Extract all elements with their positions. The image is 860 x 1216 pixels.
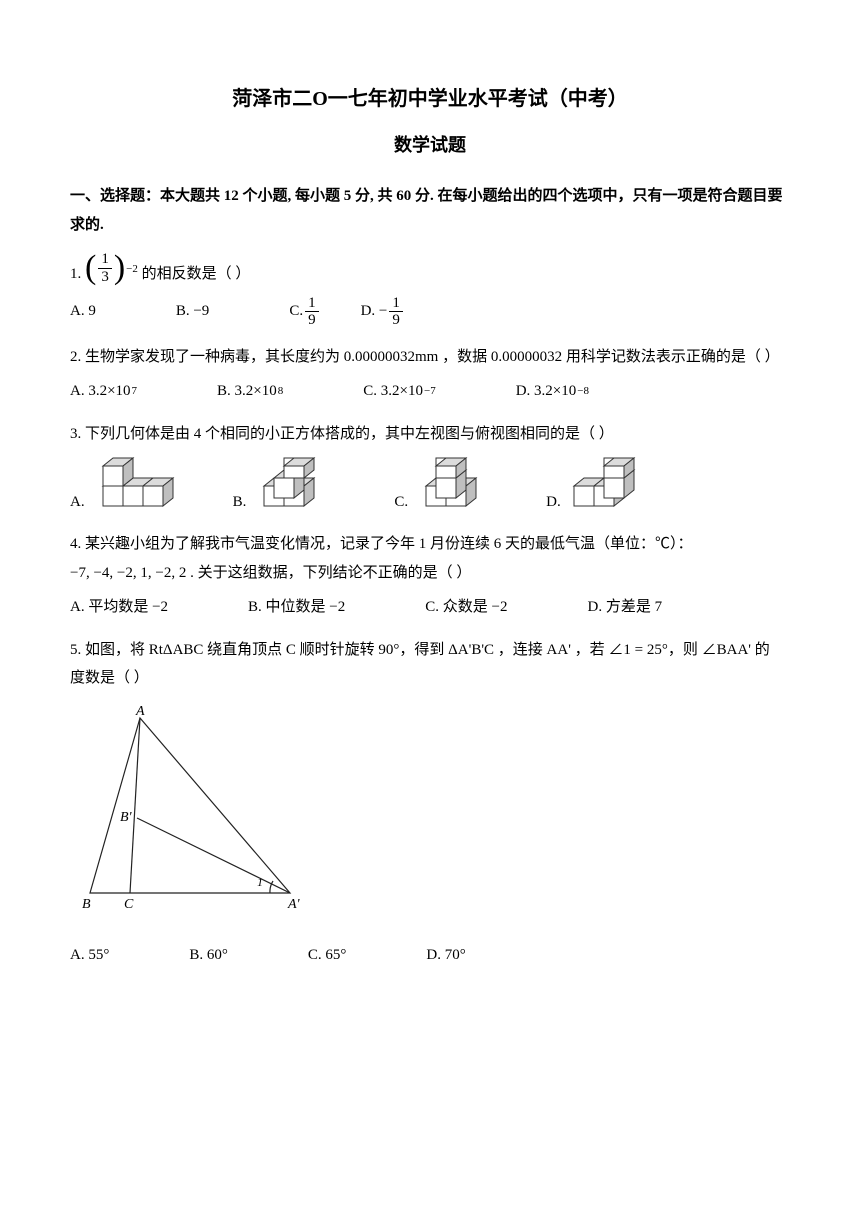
q5-line1: 5. 如图，将 RtΔABC 绕直角顶点 C 顺时针旋转 90°，得到 ΔA'B…: [70, 636, 790, 665]
q2-b-exp: 8: [278, 381, 284, 402]
q5-figure: A B C A' B' 1: [70, 703, 790, 924]
q2-a-exp: 7: [132, 381, 138, 402]
q2-opt-d: D. 3.2×10−8: [516, 377, 589, 406]
q3-opt-c: C.: [394, 456, 496, 516]
q1-opt-b: B. −9: [176, 297, 209, 326]
q4-options: A. 平均数是 −2 B. 中位数是 −2 C. 众数是 −2 D. 方差是 7: [70, 593, 790, 622]
q3-opt-d: D.: [546, 456, 659, 516]
q3-b-label: B.: [233, 488, 247, 517]
q2-b-pre: B. 3.2×10: [217, 377, 277, 406]
svg-text:A': A': [287, 897, 301, 912]
q3-a-label: A.: [70, 488, 85, 517]
q1-d-den: 9: [389, 312, 403, 329]
question-1: 1. ( 1 3 ) −2 的相反数是（ ） A. 9 B. −9 C. 1 9…: [70, 251, 790, 329]
q2-opt-b: B. 3.2×108: [217, 377, 283, 406]
q3-d-label: D.: [546, 488, 561, 517]
q1-tail: 的相反数是（ ）: [142, 266, 251, 282]
q3-opt-b: B.: [233, 456, 345, 516]
page-subtitle: 数学试题: [70, 128, 790, 162]
svg-text:A: A: [135, 704, 145, 719]
q2-text: 2. 生物学家发现了一种病毒，其长度约为 0.00000032mm ，数据 0.…: [70, 343, 790, 372]
q1-d-num: 1: [389, 295, 403, 313]
q5-opt-c: C. 65°: [308, 941, 347, 970]
q1-exponent: −2: [126, 263, 138, 275]
question-5: 5. 如图，将 RtΔABC 绕直角顶点 C 顺时针旋转 90°，得到 ΔA'B…: [70, 636, 790, 970]
q5-opt-a: A. 55°: [70, 941, 109, 970]
q1-expression: ( 1 3 ): [85, 251, 125, 285]
q2-c-exp: −7: [424, 381, 436, 402]
svg-text:B: B: [82, 897, 91, 912]
q2-a-pre: A. 3.2×10: [70, 377, 131, 406]
svg-text:C: C: [124, 897, 134, 912]
cube-figure-c: [416, 456, 496, 516]
q1-c-den: 9: [305, 312, 319, 329]
q5-opt-b: B. 60°: [189, 941, 228, 970]
q5-opt-d: D. 70°: [426, 941, 465, 970]
q4-line1: 4. 某兴趣小组为了解我市气温变化情况，记录了今年 1 月份连续 6 天的最低气…: [70, 530, 790, 559]
q2-opt-a: A. 3.2×107: [70, 377, 137, 406]
q1-number: 1.: [70, 266, 81, 282]
q1-opt-d-label: D. −: [361, 297, 388, 326]
svg-text:B': B': [120, 810, 133, 825]
q1-frac-num: 1: [98, 251, 112, 269]
q4-opt-c: C. 众数是 −2: [425, 593, 507, 622]
q1-opt-d: D. − 1 9: [361, 295, 405, 329]
q4-opt-b: B. 中位数是 −2: [248, 593, 345, 622]
q1-c-num: 1: [305, 295, 319, 313]
cube-figure-d: [569, 456, 659, 516]
q2-c-pre: C. 3.2×10: [363, 377, 423, 406]
question-3: 3. 下列几何体是由 4 个相同的小正方体搭成的，其中左视图与俯视图相同的是（ …: [70, 420, 790, 517]
q2-options: A. 3.2×107 B. 3.2×108 C. 3.2×10−7 D. 3.2…: [70, 377, 790, 406]
q2-d-pre: D. 3.2×10: [516, 377, 577, 406]
q4-opt-a: A. 平均数是 −2: [70, 593, 168, 622]
cube-figure-b: [254, 456, 344, 516]
q1-opt-c-label: C.: [289, 297, 303, 326]
q3-text: 3. 下列几何体是由 4 个相同的小正方体搭成的，其中左视图与俯视图相同的是（ …: [70, 420, 790, 449]
q5-options: A. 55° B. 60° C. 65° D. 70°: [70, 941, 790, 970]
page-title: 菏泽市二O一七年初中学业水平考试（中考）: [70, 80, 790, 118]
q4-opt-d: D. 方差是 7: [587, 593, 662, 622]
q2-d-exp: −8: [577, 381, 589, 402]
q1-opt-c: C. 1 9: [289, 295, 320, 329]
q3-c-label: C.: [394, 488, 408, 517]
q3-opt-a: A.: [70, 456, 183, 516]
question-4: 4. 某兴趣小组为了解我市气温变化情况，记录了今年 1 月份连续 6 天的最低气…: [70, 530, 790, 622]
q3-images: A. B.: [70, 456, 790, 516]
section-header: 一、选择题：本大题共 12 个小题, 每小题 5 分, 共 60 分. 在每小题…: [70, 182, 790, 239]
svg-text:1: 1: [257, 875, 263, 889]
q4-line2: −7, −4, −2, 1, −2, 2 . 关于这组数据，下列结论不正确的是（…: [70, 559, 790, 588]
q1-opt-a: A. 9: [70, 297, 96, 326]
cube-figure-a: [93, 456, 183, 516]
q1-frac-den: 3: [98, 269, 112, 286]
q5-line2: 度数是（ ）: [70, 664, 790, 693]
question-2: 2. 生物学家发现了一种病毒，其长度约为 0.00000032mm ，数据 0.…: [70, 343, 790, 406]
q1-options: A. 9 B. −9 C. 1 9 D. − 1 9: [70, 295, 790, 329]
q2-opt-c: C. 3.2×10−7: [363, 377, 435, 406]
